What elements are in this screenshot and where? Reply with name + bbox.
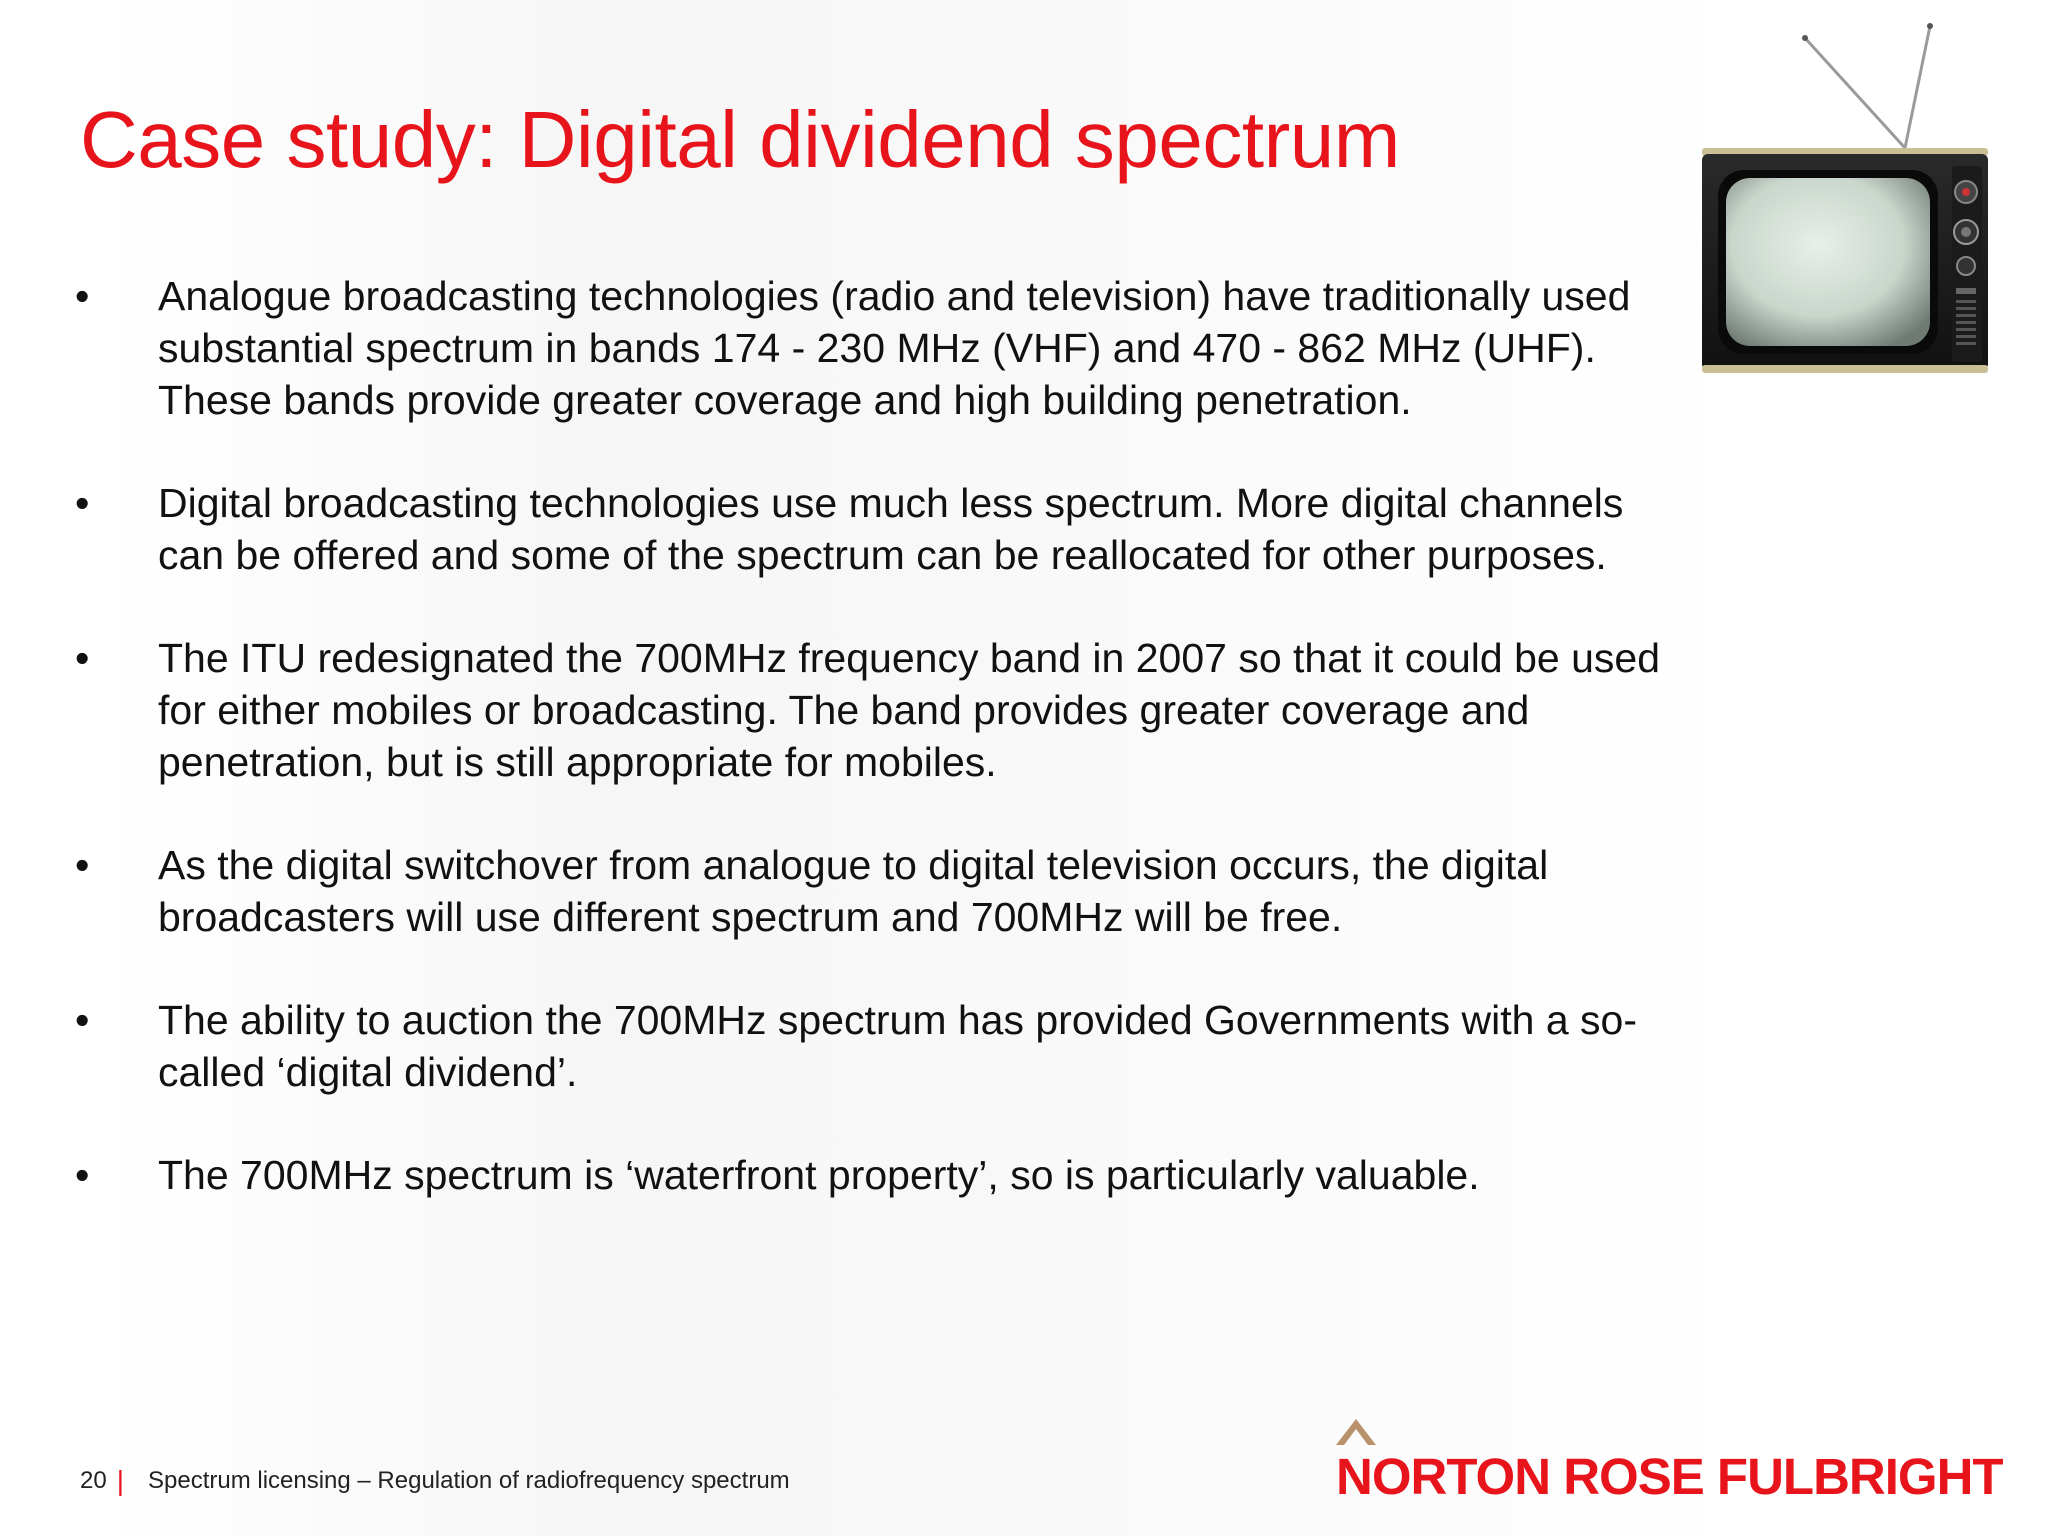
bullet-item: • Analogue broadcasting technologies (ra… — [75, 270, 1675, 426]
logo-text: NORTON ROSE FULBRIGHT — [1336, 1448, 2004, 1505]
bullet-text: The 700MHz spectrum is ‘waterfront prope… — [158, 1152, 1480, 1198]
bullet-text: As the digital switchover from analogue … — [158, 842, 1549, 940]
bullet-item: • The ITU redesignated the 700MHz freque… — [75, 632, 1675, 788]
page-number: 20 — [80, 1467, 107, 1494]
slide-title: Case study: Digital dividend spectrum — [80, 95, 1400, 184]
bullet-marker: • — [75, 1152, 90, 1198]
logo-chevron-icon — [1336, 1419, 1376, 1445]
bullet-text: Analogue broadcasting technologies (radi… — [158, 273, 1631, 423]
bullet-text: Digital broadcasting technologies use mu… — [158, 480, 1624, 578]
bullet-marker: • — [75, 273, 90, 319]
bullet-marker: • — [75, 842, 90, 888]
bullet-text: The ITU redesignated the 700MHz frequenc… — [158, 635, 1661, 785]
company-logo: NORTON ROSE FULBRIGHT — [1330, 1415, 2004, 1505]
bullet-marker: • — [75, 480, 90, 526]
bullet-text: The ability to auction the 700MHz spectr… — [158, 997, 1637, 1095]
bullet-marker: • — [75, 635, 90, 681]
footer-text: Spectrum licensing – Regulation of radio… — [147, 1467, 790, 1494]
bullet-item: • As the digital switchover from analogu… — [75, 839, 1675, 943]
slide-footer: 20 | Spectrum licensing – Regulation of … — [80, 1465, 790, 1497]
bullet-item: • The 700MHz spectrum is ‘waterfront pro… — [75, 1149, 1675, 1201]
bullet-item: • Digital broadcasting technologies use … — [75, 477, 1675, 581]
bullet-item: • The ability to auction the 700MHz spec… — [75, 994, 1675, 1098]
vintage-tv-icon — [1702, 23, 1988, 373]
bullet-list: • Analogue broadcasting technologies (ra… — [75, 270, 1675, 1252]
bullet-marker: • — [75, 997, 90, 1043]
footer-separator: | — [116, 1465, 124, 1496]
